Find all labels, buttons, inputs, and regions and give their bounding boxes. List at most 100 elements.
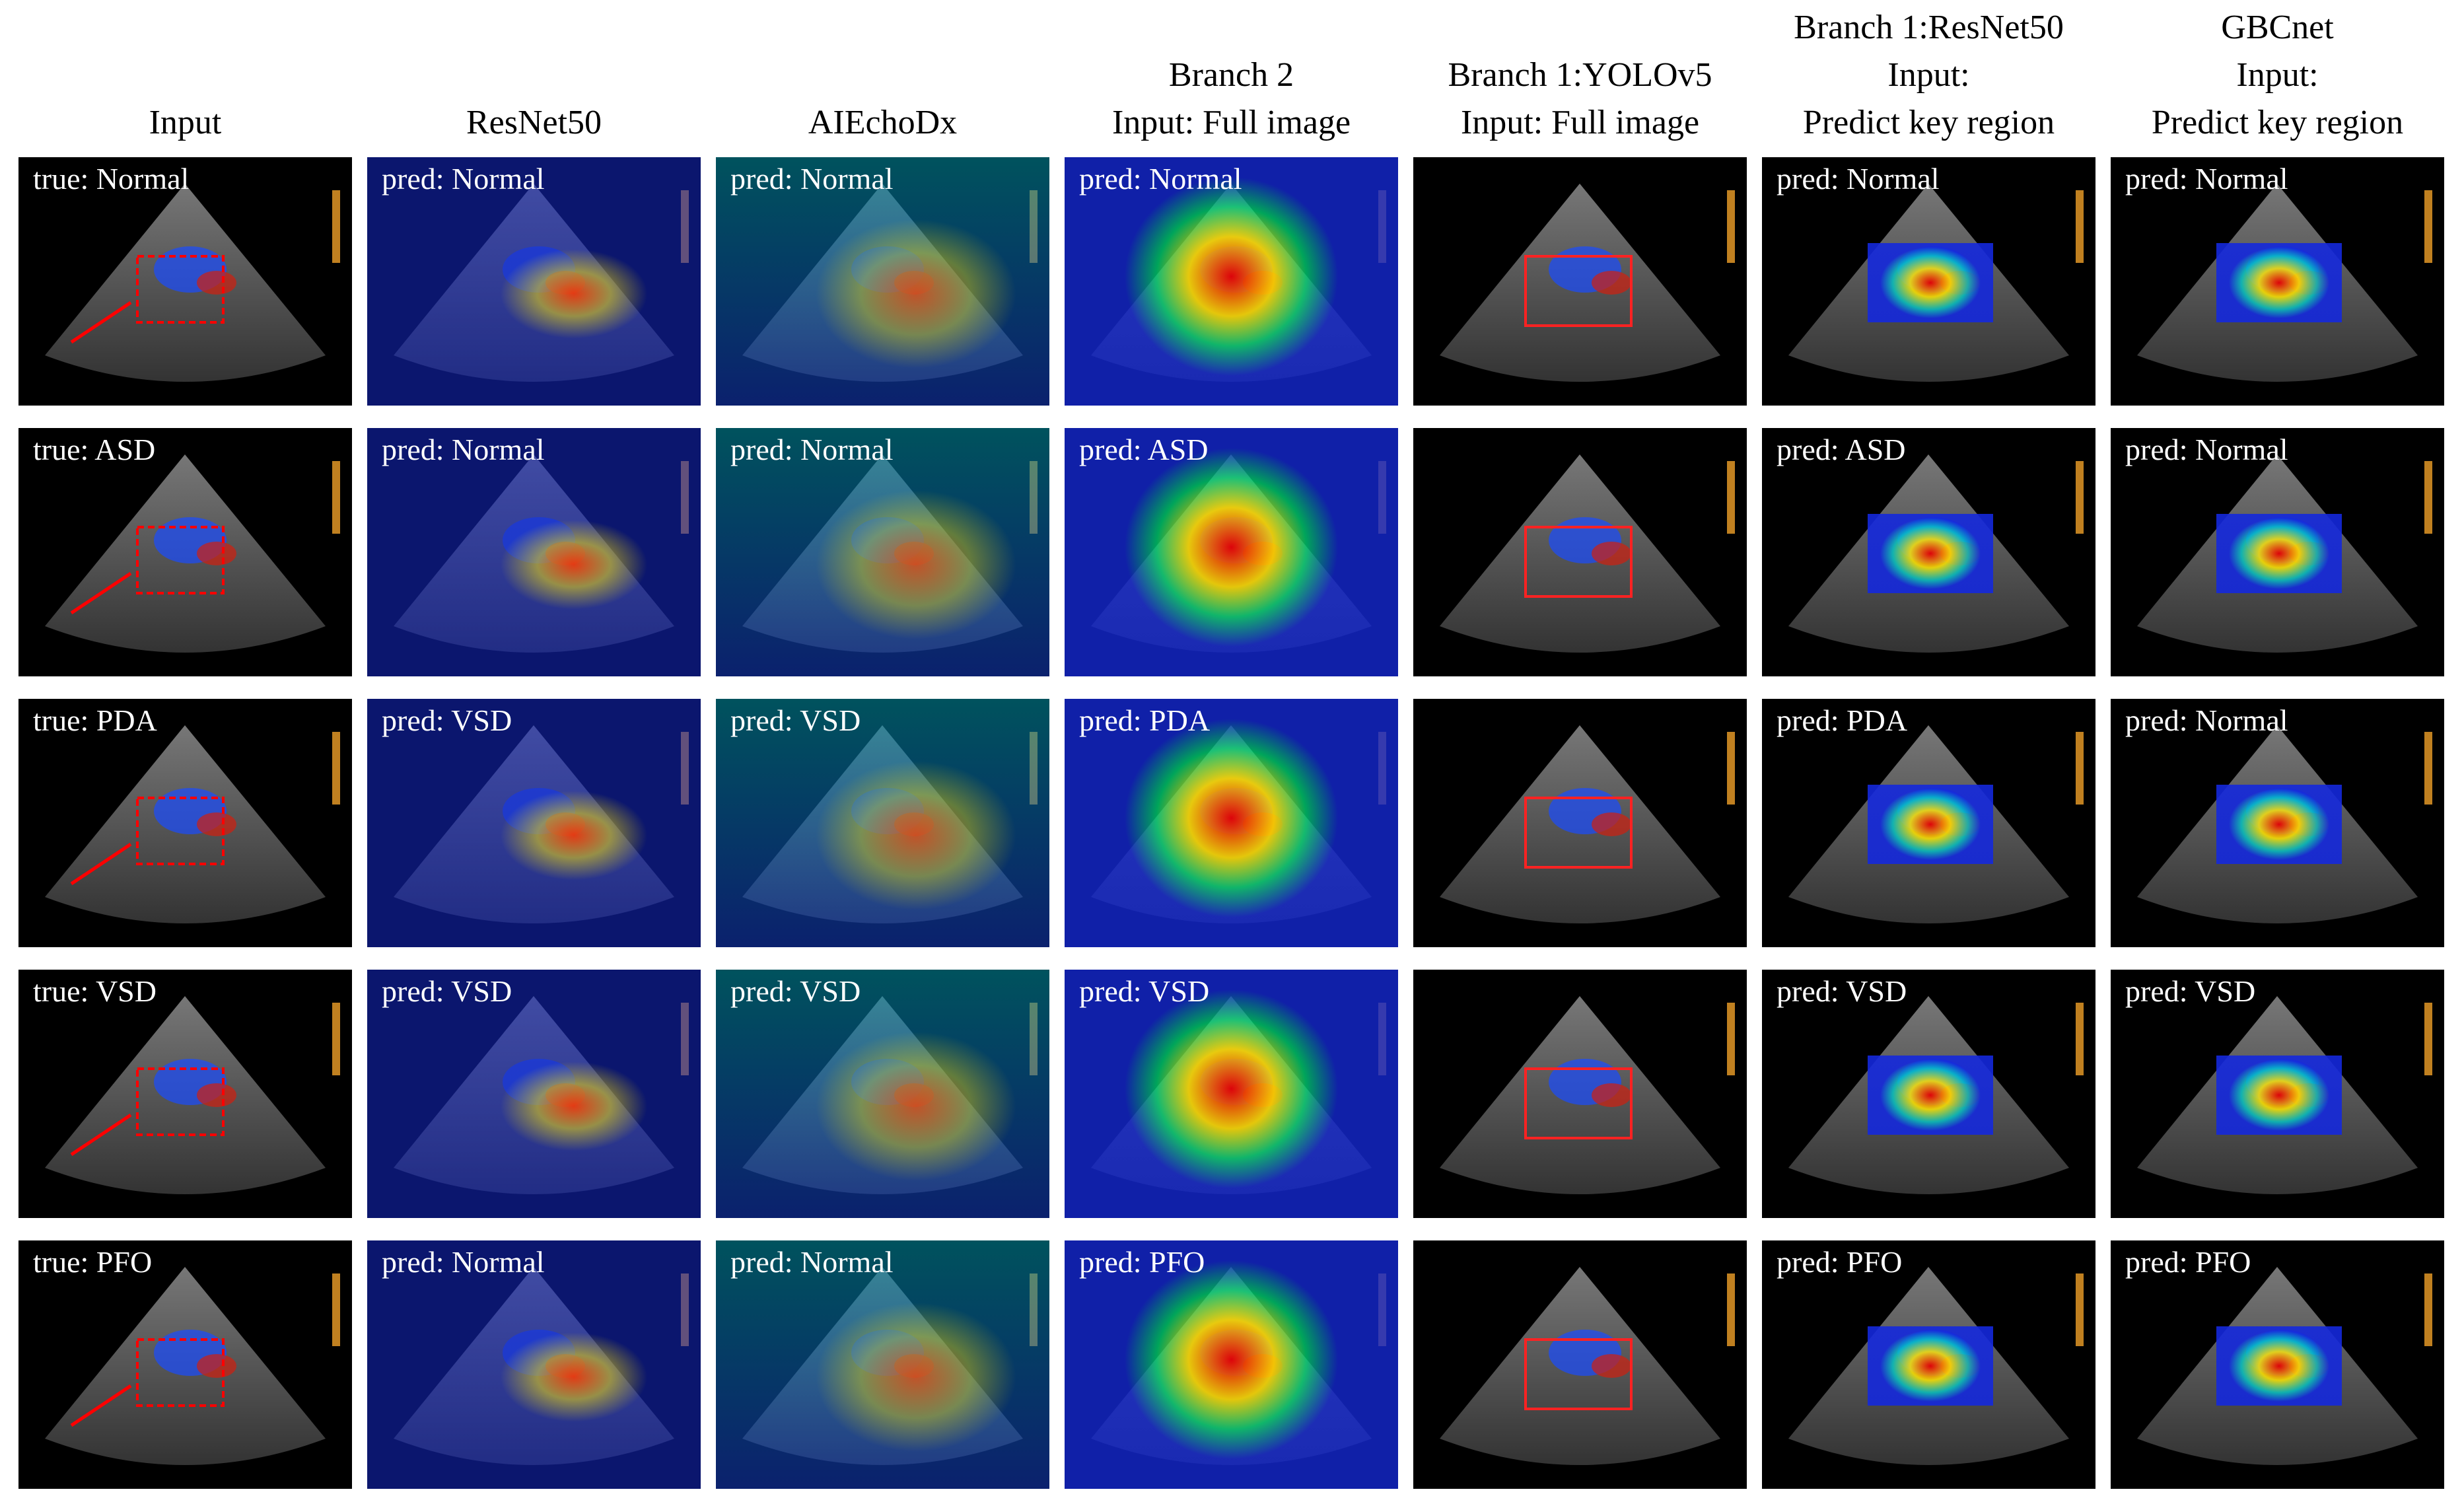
prediction-label: pred: Normal [2125,703,2288,737]
echo-image: pred: Normal [1762,157,2095,406]
color-bar [2424,461,2432,534]
heatmap [367,970,701,1218]
key-region-box [136,797,225,865]
doppler [197,271,236,295]
doppler [1592,812,1631,836]
echo-image: true: ASD [18,428,352,676]
heatmap [1868,1056,1993,1135]
color-bar [1727,1003,1735,1075]
echo-image: pred: PFO [1065,1240,1398,1489]
header-line: Branch 1:ResNet50 [1794,9,2064,46]
prediction-label: pred: Normal [730,162,894,196]
prediction-label: pred: VSD [730,974,861,1008]
echo-image: pred: PDA [1065,699,1398,947]
detection-box [1524,1067,1633,1139]
key-region-box [136,255,225,324]
heatmap [2216,1326,2342,1406]
prediction-label: pred: VSD [730,703,861,737]
prediction-label: pred: PDA [1079,703,1211,737]
echo-image [1413,428,1747,676]
echo-image [1413,699,1747,947]
prediction-label: true: Normal [33,162,190,196]
heatmap [716,157,1049,406]
heatmap [367,157,701,406]
color-bar [1727,732,1735,805]
echo-image [1413,157,1747,406]
header-line: Input: Full image [1111,104,1351,141]
header-line: Branch 2 [1168,56,1294,94]
echo-image: pred: VSD [367,970,701,1218]
heatmap [2216,514,2342,593]
prediction-label: pred: ASD [1079,433,1209,466]
echo-image: pred: PFO [1762,1240,2095,1489]
color-bar [332,732,340,805]
echo-fan [45,996,340,1194]
arrow [70,1113,132,1157]
detection-box [1524,797,1633,869]
echo-image: pred: VSD [1762,970,2095,1218]
key-region-box [136,526,225,594]
color-bar [2424,190,2432,263]
doppler [1592,542,1631,565]
header-line: ResNet50 [466,104,602,141]
prediction-label: pred: Normal [382,433,545,466]
color-bar [332,1273,340,1346]
echo-fan [45,725,340,923]
prediction-label: pred: VSD [382,703,512,737]
doppler [197,812,236,836]
column-header: ResNet50 [367,0,701,147]
echo-image: pred: PFO [2111,1240,2444,1489]
color-bar [2076,732,2084,805]
echo-image: true: VSD [18,970,352,1218]
color-bar [2424,732,2432,805]
prediction-label: pred: Normal [2125,433,2288,466]
echo-fan [1440,454,1735,653]
echo-image [1413,1240,1747,1489]
detection-box [1524,526,1633,598]
column-header: Branch 2 Input: Full image [1065,0,1398,147]
arrow [70,1384,132,1427]
echo-image: pred: Normal [367,1240,701,1489]
heatmap [1065,428,1398,676]
doppler [197,542,236,565]
color-bar [1727,461,1735,534]
color-bar [2076,1273,2084,1346]
doppler [1592,1354,1631,1378]
heatmap [1868,785,1993,864]
echo-image: pred: PDA [1762,699,2095,947]
echo-image: pred: Normal [716,157,1049,406]
prediction-label: pred: VSD [382,974,512,1008]
prediction-label: pred: VSD [2125,974,2256,1008]
prediction-label: pred: VSD [1079,974,1210,1008]
heatmap [716,428,1049,676]
echo-image: pred: Normal [2111,157,2444,406]
echo-image: pred: Normal [367,428,701,676]
heatmap [716,1240,1049,1489]
echo-image: pred: ASD [1762,428,2095,676]
heatmap [2216,1056,2342,1135]
column-header: Branch 1:YOLOv5 Input: Full image [1413,0,1747,147]
echo-image: pred: VSD [2111,970,2444,1218]
echo-fan [45,1267,340,1465]
header-line: Input: [1887,56,1970,94]
heatmap [367,699,701,947]
echo-fan [45,454,340,653]
doppler [197,1083,236,1107]
echo-image: pred: VSD [716,970,1049,1218]
prediction-label: true: PDA [33,703,157,737]
color-bar [332,190,340,263]
echo-image: pred: Normal [716,428,1049,676]
heatmap [1065,970,1398,1218]
color-bar [2424,1003,2432,1075]
column-header: GBCnet Input: Predict key region [2111,0,2444,147]
prediction-label: true: ASD [33,433,156,466]
prediction-label: pred: Normal [382,1245,545,1279]
heatmap [2216,785,2342,864]
echo-image: pred: Normal [367,157,701,406]
detection-box [1524,1338,1633,1410]
header-line: Predict key region [2151,104,2404,141]
echo-image: pred: VSD [716,699,1049,947]
heatmap [1065,699,1398,947]
color-bar [1727,190,1735,263]
